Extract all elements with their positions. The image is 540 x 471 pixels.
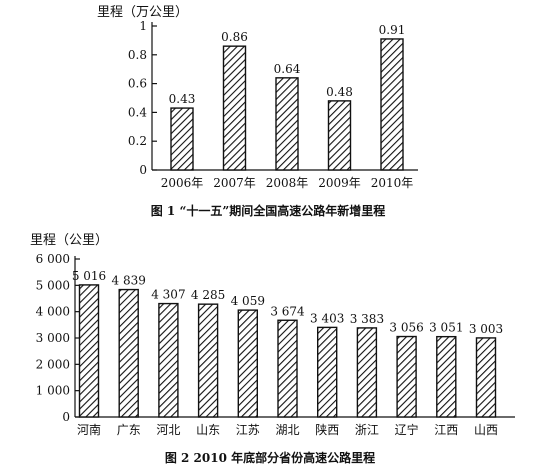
data-label: 0.86 [221,30,248,44]
x-tick-label: 河南 [77,422,101,437]
data-label: 4 307 [151,288,185,302]
x-tick-label: 2009年 [318,176,361,190]
data-label: 3 403 [310,311,344,325]
x-tick-label: 浙江 [355,423,379,437]
bar [275,77,299,171]
x-tick-label: 河北 [156,423,180,437]
bar [396,335,417,418]
bar [317,326,338,418]
y-tick-label: 0 [139,163,147,177]
bar [436,335,457,418]
data-label: 3 051 [429,321,463,335]
x-tick-label: 山东 [196,423,220,437]
x-tick-label: 湖北 [275,422,299,437]
bar [78,284,100,418]
chart-caption: 图 2 2010 年底部分省份高速公路里程 [165,450,375,465]
bar [356,327,378,418]
y-tick-label: 0.8 [128,48,147,62]
y-axis-title: 里程（万公里） [97,5,188,20]
x-tick-label: 山西 [474,423,498,437]
data-label: 0.91 [379,23,406,37]
data-label: 3 674 [270,304,305,318]
data-label: 4 059 [231,294,265,308]
y-tick-label: 4 000 [36,305,70,319]
data-label: 3 383 [350,312,384,326]
data-label: 0.64 [274,62,301,76]
x-tick-label: 辽宁 [395,422,419,437]
bar [380,38,404,171]
data-label: 0.43 [169,92,196,106]
bar [197,303,219,418]
bar [237,309,259,418]
data-label: 5 016 [72,269,106,283]
chart-province-mileage: 里程（公里） 0 1 000 2 000 3 000 4 000 5 000 6 000 5… [30,233,515,465]
data-label: 0.48 [326,85,353,99]
x-tick-label: 陕西 [315,422,339,437]
chart-annual-new-mileage: 里程（万公里） 0 0.2 0.4 0.6 0.8 1 0.43 2006年 0.86 2007… [97,5,418,218]
x-tick-label: 广东 [117,423,141,437]
bar [118,288,139,418]
y-tick-label: 3 000 [36,331,70,345]
y-tick-label: 0.6 [128,77,147,91]
y-tick-label: 0.4 [128,105,147,119]
x-tick-label: 2010年 [371,176,414,190]
data-label: 3 056 [389,321,423,335]
x-tick-label: 2007年 [213,176,256,190]
x-tick-label: 2008年 [266,176,309,190]
y-tick-label: 1 [139,19,147,33]
y-axis-title: 里程（公里） [30,233,108,248]
bar [170,107,194,171]
bar [222,45,247,171]
x-tick-label: 江苏 [236,423,260,437]
data-label: 4 285 [191,288,225,302]
y-tick-label: 2 000 [36,357,70,371]
y-tick-label: 0.2 [128,134,147,148]
y-tick-label: 1 000 [36,384,70,398]
data-label: 4 839 [112,274,146,288]
x-tick-label: 江西 [434,423,458,437]
chart-caption: 图 1 “十一五”期间全国高速公路年新增里程 [151,203,386,218]
bar [277,319,298,418]
bar [475,337,497,418]
data-label: 3 003 [469,322,503,336]
x-tick-label: 2006年 [161,176,204,190]
y-tick-label: 6 000 [36,252,70,266]
y-tick-label: 5 000 [36,278,70,292]
bar [158,302,179,418]
bar [327,100,352,171]
y-tick-label: 0 [62,410,70,424]
